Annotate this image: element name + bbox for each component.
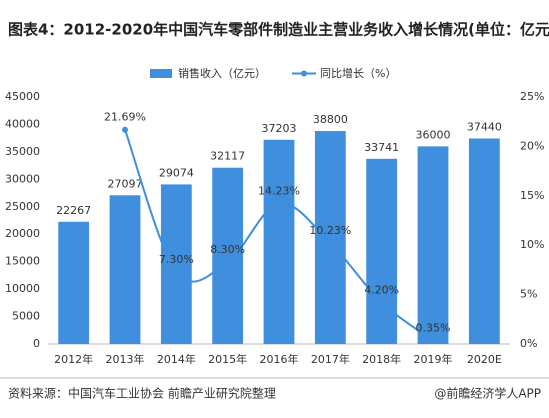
- bar-label: 22267: [56, 204, 91, 217]
- line-label: 8.30%: [210, 243, 245, 256]
- y2-tick-label: 15%: [520, 189, 544, 202]
- legend-swatch: [150, 69, 172, 78]
- y-tick-label: 0: [33, 337, 40, 350]
- chart-title: 图表4：2012-2020年中国汽车零部件制造业主营业务收入增长情况(单位：亿元…: [8, 21, 549, 39]
- y-tick-label: 10000: [5, 282, 40, 295]
- x-tick-label: 2015年: [208, 352, 247, 366]
- bar: [417, 146, 449, 344]
- line-label: 10.23%: [309, 224, 351, 237]
- bar-label: 38800: [313, 113, 348, 126]
- y-tick-label: 5000: [12, 310, 40, 323]
- y-tick-label: 45000: [5, 90, 40, 103]
- x-tick-label: 2020E: [467, 353, 502, 366]
- bar-label: 37203: [262, 122, 297, 135]
- line-label: 14.23%: [258, 184, 300, 197]
- x-tick-label: 2013年: [106, 352, 145, 366]
- y-tick-label: 20000: [5, 227, 40, 240]
- bar: [468, 138, 500, 344]
- x-tick-label: 2012年: [54, 352, 93, 366]
- line-label: 4.20%: [364, 284, 399, 297]
- line-label: 21.69%: [104, 111, 146, 124]
- bar-label: 36000: [416, 128, 451, 141]
- bar: [212, 167, 244, 344]
- source: 资料来源：中国汽车工业协会 前瞻产业研究院整理: [8, 386, 276, 401]
- y2-tick-label: 20%: [520, 139, 544, 152]
- line-label: 0.35%: [416, 322, 451, 335]
- bar: [314, 131, 346, 344]
- y2-tick-label: 5%: [520, 288, 537, 301]
- bar-label: 37440: [467, 120, 502, 133]
- bar-label: 33741: [364, 141, 399, 154]
- bar-label: 32117: [210, 150, 245, 163]
- x-tick-label: 2018年: [362, 352, 401, 366]
- legend-label: 同比增长（%）: [320, 66, 396, 80]
- y2-tick-label: 0%: [520, 337, 537, 350]
- y-tick-label: 30000: [5, 172, 40, 185]
- bar-label: 29074: [159, 166, 194, 179]
- x-tick-label: 2019年: [414, 352, 453, 366]
- y-tick-label: 40000: [5, 117, 40, 130]
- y-tick-label: 35000: [5, 145, 40, 158]
- legend-label: 销售收入（亿元）: [178, 66, 266, 80]
- line-label: 7.30%: [159, 253, 194, 266]
- brand: @前瞻经济学人APP: [434, 386, 541, 401]
- line: [124, 129, 434, 342]
- line-marker: [122, 126, 128, 133]
- legend-swatch: [301, 70, 307, 77]
- y2-tick-label: 10%: [520, 238, 544, 251]
- x-tick-label: 2017年: [311, 352, 350, 366]
- y-tick-label: 25000: [5, 200, 40, 213]
- bar: [366, 158, 398, 344]
- bar: [58, 221, 90, 344]
- bar-label: 27097: [108, 177, 143, 190]
- bar: [109, 195, 141, 344]
- y2-tick-label: 25%: [520, 90, 544, 103]
- x-tick-label: 2014年: [157, 352, 196, 366]
- x-tick-label: 2016年: [260, 352, 299, 366]
- bar: [160, 184, 192, 344]
- y-tick-label: 15000: [5, 255, 40, 268]
- bar: [263, 139, 295, 344]
